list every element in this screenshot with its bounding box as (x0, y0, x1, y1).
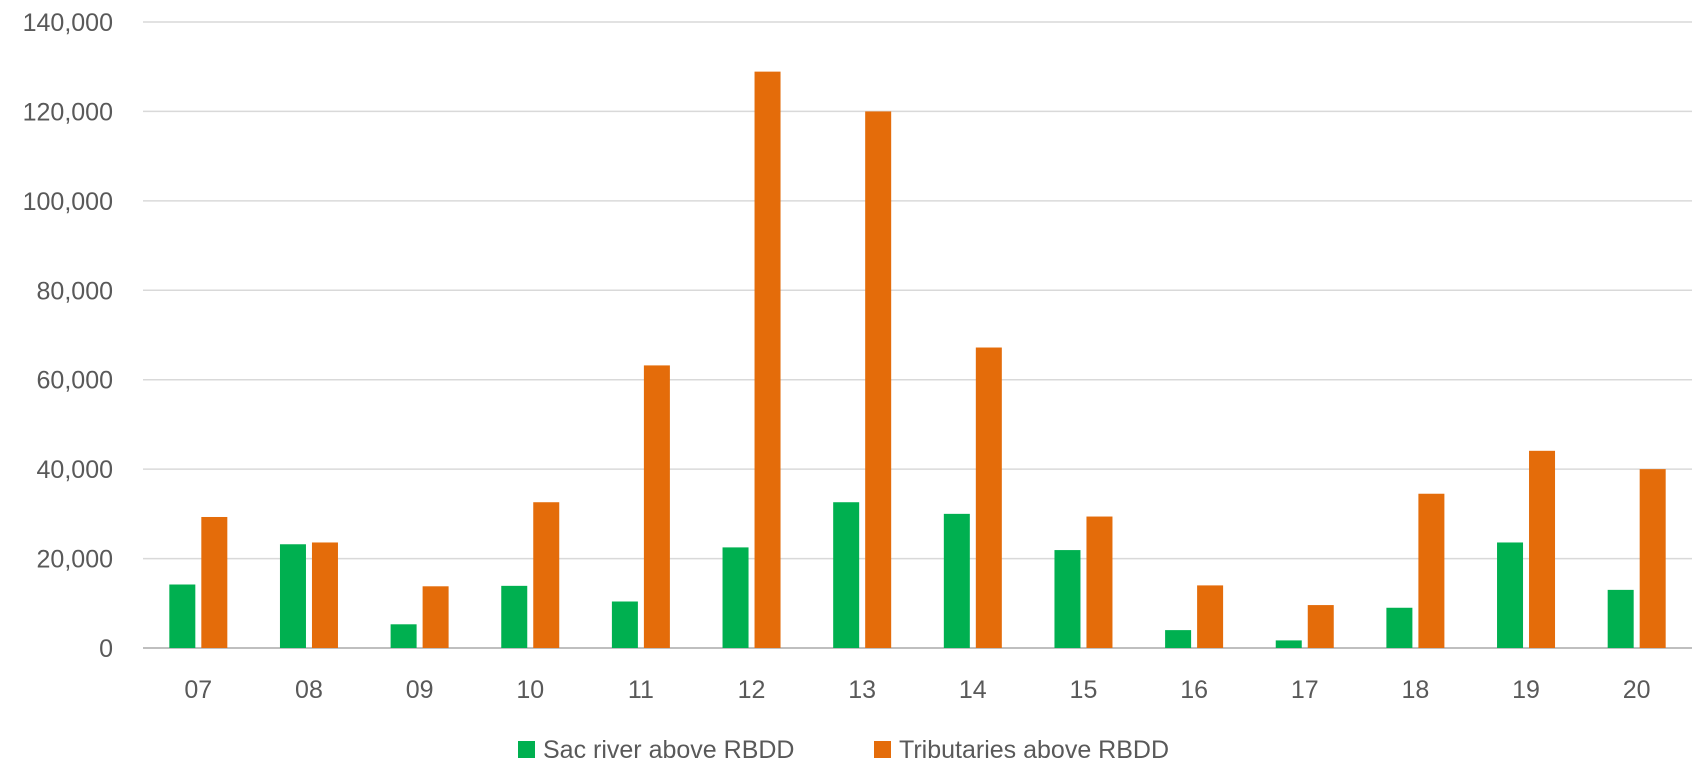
legend-label-sac-river: Sac river above RBDD (543, 736, 794, 764)
x-tick-label: 09 (406, 676, 434, 704)
x-tick-label: 10 (516, 676, 544, 704)
y-tick-label: 120,000 (23, 98, 113, 126)
x-tick-label: 13 (848, 676, 876, 704)
bar-tributaries (1086, 516, 1113, 648)
x-tick-label: 12 (738, 676, 766, 704)
legend-label-tributaries: Tributaries above RBDD (899, 736, 1169, 764)
x-tick-label: 14 (959, 676, 987, 704)
y-tick-label: 0 (99, 635, 113, 663)
bar-sac-river (169, 584, 196, 648)
bar-sac-river (833, 502, 860, 648)
bar-tributaries (865, 111, 892, 648)
bar-tributaries (643, 365, 670, 648)
y-tick-label: 20,000 (37, 546, 113, 574)
bar-tributaries (1307, 605, 1334, 648)
y-tick-label: 140,000 (23, 9, 113, 37)
bar-tributaries (533, 502, 560, 648)
bar-tributaries (311, 542, 338, 648)
x-tick-label: 11 (628, 676, 654, 704)
bar-tributaries (1639, 469, 1666, 648)
bar-sac-river (611, 601, 638, 648)
bar-tributaries (1529, 450, 1556, 648)
bar-sac-river (1497, 542, 1524, 648)
x-tick-label: 17 (1291, 676, 1319, 704)
y-tick-label: 80,000 (37, 277, 113, 305)
y-axis-tick-labels: 0 20,000 40,000 60,000 80,000 100,000 120,000 1… (23, 9, 113, 663)
bars (169, 71, 1666, 648)
y-tick-label: 100,000 (23, 188, 113, 216)
bar-sac-river (1275, 640, 1302, 648)
bar-sac-river (501, 585, 528, 648)
bar-sac-river (722, 547, 749, 648)
y-tick-label: 40,000 (37, 456, 113, 484)
x-tick-label: 07 (184, 676, 212, 704)
bar-sac-river (943, 513, 970, 648)
bar-tributaries (201, 516, 228, 648)
x-tick-label: 20 (1623, 676, 1651, 704)
x-tick-label: 16 (1180, 676, 1208, 704)
bar-sac-river (1607, 589, 1634, 648)
x-tick-label: 18 (1401, 676, 1429, 704)
bar-tributaries (975, 347, 1002, 648)
bar-tributaries (422, 586, 449, 648)
bar-sac-river (390, 624, 417, 648)
bar-tributaries (1197, 585, 1224, 648)
bar-tributaries (754, 71, 781, 648)
x-tick-label: 08 (295, 676, 323, 704)
bar-sac-river (1386, 607, 1413, 648)
legend-swatch-tributaries (874, 741, 891, 758)
gridlines (143, 21, 1692, 649)
y-tick-label: 60,000 (37, 367, 113, 395)
bar-sac-river (279, 544, 306, 648)
bar-tributaries (1418, 493, 1445, 648)
bar-sac-river (1165, 630, 1192, 648)
bar-sac-river (1054, 550, 1081, 648)
legend-swatch-sac-river (518, 741, 535, 758)
x-tick-label: 19 (1512, 676, 1540, 704)
x-axis-tick-labels: 07 08 09 10 11 12 13 14 15 16 17 18 19 20 (184, 676, 1650, 704)
legend: Sac river above RBDD Tributaries above R… (518, 736, 1169, 764)
x-tick-label: 15 (1070, 676, 1098, 704)
